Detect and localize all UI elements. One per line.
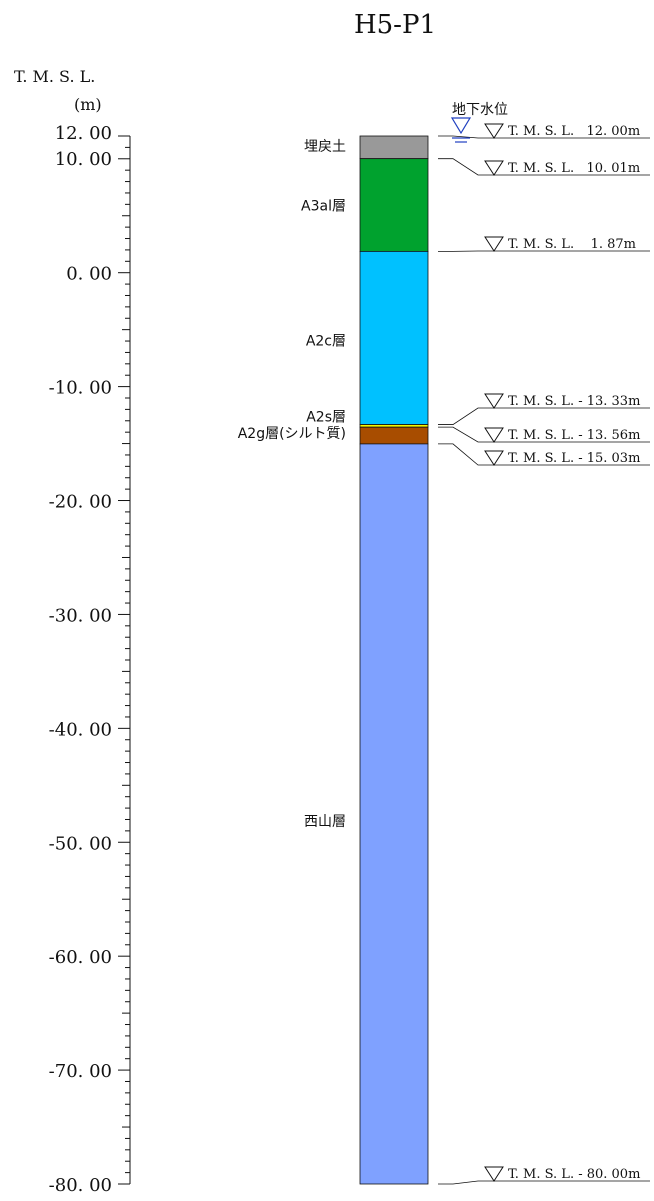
boundary-triangle bbox=[485, 237, 503, 251]
tick-label: 10. 00 bbox=[55, 149, 112, 170]
boundary-triangle bbox=[485, 1167, 503, 1181]
tick-label: -20. 00 bbox=[49, 492, 112, 513]
axis-label-line2: (m) bbox=[74, 95, 102, 114]
boundary-label: T. M. S. L. - 13. 33m bbox=[508, 394, 640, 409]
boundary-leader bbox=[438, 408, 650, 425]
boundary-triangle bbox=[485, 124, 503, 138]
tick-label: -40. 00 bbox=[49, 719, 112, 740]
axis-label-line1: T. M. S. L. bbox=[14, 67, 95, 86]
boundary-label: T. M. S. L. - 80. 00m bbox=[508, 1167, 640, 1182]
boundary-label: T. M. S. L. - 13. 56m bbox=[508, 428, 640, 443]
layer-label: A2g層(シルト質) bbox=[238, 426, 346, 442]
water-level-marker: 地下水位 bbox=[452, 102, 508, 142]
tick-label: -60. 00 bbox=[49, 947, 112, 968]
boundary-label: T. M. S. L. - 15. 03m bbox=[508, 451, 640, 466]
layer-label: A2s層 bbox=[306, 410, 346, 426]
diagram-title: H5-P1 bbox=[354, 10, 436, 40]
layer-block bbox=[360, 444, 428, 1184]
layer-block bbox=[360, 159, 428, 252]
boundary-triangle bbox=[485, 161, 503, 175]
tick-label: -10. 00 bbox=[49, 378, 112, 399]
layer-label: 西山層 bbox=[304, 814, 346, 830]
water-level-label: 地下水位 bbox=[452, 102, 508, 118]
water-level-icon bbox=[452, 118, 470, 133]
tick-label: 0. 00 bbox=[66, 264, 112, 285]
tick-label: -70. 00 bbox=[49, 1061, 112, 1082]
boundary-triangle bbox=[485, 394, 503, 408]
layer-block bbox=[360, 136, 428, 159]
boundary-label: T. M. S. L. 1. 87m bbox=[508, 237, 636, 252]
boundary-label: T. M. S. L. 12. 00m bbox=[508, 124, 640, 139]
boundary-markers: T. M. S. L. 12. 00m T. M. S. L. 10. 01m T.… bbox=[438, 124, 650, 1184]
layer-label: A2c層 bbox=[306, 333, 346, 349]
boundary-triangle bbox=[485, 451, 503, 465]
layer-block bbox=[360, 427, 428, 444]
boundary-triangle bbox=[485, 428, 503, 442]
tick-label: -30. 00 bbox=[49, 605, 112, 626]
tick-label: -80. 00 bbox=[49, 1175, 112, 1196]
tick-label: -50. 00 bbox=[49, 833, 112, 854]
layer-label: A3al層 bbox=[301, 199, 346, 215]
layer-block bbox=[360, 251, 428, 424]
layer-label: 埋戻土 bbox=[304, 139, 346, 155]
boundary-label: T. M. S. L. 10. 01m bbox=[508, 161, 640, 176]
tick-label: 12. 00 bbox=[55, 123, 112, 144]
axis-ticks: 12. 00 10. 00 0. 00 -10. 00 -20. 00 -30. 00 -4… bbox=[49, 123, 130, 1196]
